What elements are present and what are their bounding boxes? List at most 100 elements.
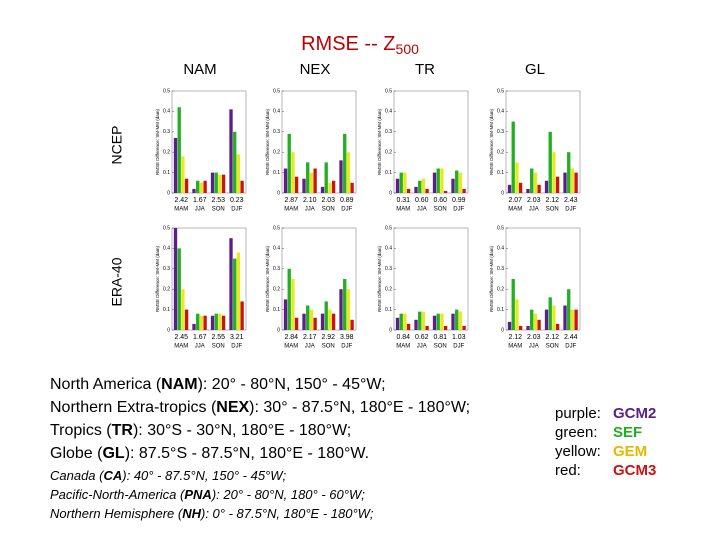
legend-item: purple: GCM2 (555, 405, 656, 422)
x-tick-label: JJA (305, 344, 315, 350)
bar (324, 301, 328, 330)
bar (283, 168, 288, 193)
bar (395, 178, 400, 193)
base-label: 2.84 (284, 334, 298, 341)
x-tick-label: JJA (417, 344, 427, 350)
bar (291, 279, 295, 330)
bar (511, 121, 515, 193)
bar (421, 311, 426, 330)
bar (462, 325, 466, 330)
bar (451, 313, 455, 330)
bar (406, 323, 411, 330)
column-label: NEX (300, 61, 331, 78)
text-part: TR (111, 422, 133, 439)
bar (425, 188, 429, 193)
base-label: 2.43 (564, 197, 578, 204)
bar (236, 252, 241, 330)
bar (214, 172, 218, 193)
y-tick-label: 0.5 (497, 225, 504, 231)
y-tick-label: 0.4 (163, 246, 170, 252)
bar (229, 109, 233, 193)
x-tick-label: MAM (396, 344, 410, 350)
base-label: 0.81 (433, 334, 447, 341)
bar (283, 299, 288, 330)
y-tick-label: 0.2 (273, 150, 280, 156)
text-part: ): 0° - 87.5°N, 180°E - 180°W; (201, 506, 374, 521)
y-tick-label: 0.2 (273, 287, 280, 293)
bar (350, 319, 354, 330)
x-tick-label: DJF (565, 207, 576, 213)
x-tick-label: DJF (341, 344, 352, 350)
text-part: Tropics ( (50, 422, 112, 439)
plot-frame (505, 90, 581, 194)
bar (203, 315, 207, 330)
text-part: ): 30° - 87.5°N, 180°E - 180°W; (249, 399, 471, 416)
bar (548, 297, 552, 330)
base-label: 2.03 (527, 197, 541, 204)
plot-frame (281, 227, 357, 331)
bar (210, 172, 215, 193)
x-tick-label: JJA (529, 344, 539, 350)
x-tick-label: DJF (565, 344, 576, 350)
title-subscript: 500 (396, 41, 420, 57)
bar (313, 317, 317, 330)
y-tick-label: 0 (389, 190, 392, 196)
bar (507, 184, 512, 193)
x-tick-label: DJF (453, 344, 464, 350)
text-line: Northern Extra-tropics (NEX): 30° - 87.5… (50, 399, 470, 417)
x-tick-label: SON (322, 207, 335, 213)
y-axis-label: RMSE Difference: SM-MM (dam) (377, 246, 382, 312)
legend-color-word: yellow: (555, 443, 601, 460)
bar (443, 325, 448, 330)
text-part: NH (182, 506, 201, 521)
bar (440, 313, 444, 330)
legend-item: green: SEF (555, 424, 642, 441)
bar (196, 313, 200, 330)
bar (306, 162, 310, 193)
text-part: Globe ( (50, 445, 103, 462)
text-part: CA (103, 468, 123, 483)
text-part: Northern Hemisphere ( (50, 506, 183, 521)
bar (515, 162, 519, 193)
base-label: 2.03 (321, 197, 335, 204)
y-tick-label: 0.1 (273, 307, 280, 313)
legend-name: GEM (613, 443, 648, 460)
text-part: ): 20° - 80°N, 180° - 60°W; (211, 487, 365, 502)
base-label: 2.17 (303, 334, 317, 341)
bar (518, 325, 523, 330)
row-label: NCEP (109, 126, 125, 165)
bar (507, 321, 512, 330)
bar (240, 301, 244, 330)
text-line: Tropics (TR): 30°S - 30°N, 180°E - 180°W… (50, 422, 351, 440)
plot-frame (393, 90, 469, 194)
bar (346, 289, 351, 330)
y-tick-label: 0.4 (273, 109, 280, 115)
legend-color-word: green: (555, 424, 598, 441)
bar (432, 172, 437, 193)
y-tick-label: 0.3 (163, 129, 170, 135)
bar (526, 188, 530, 193)
bar (570, 168, 575, 193)
y-tick-label: 0.4 (385, 109, 392, 115)
bar (181, 289, 185, 330)
x-tick-label: SON (212, 344, 225, 350)
text-part: NAM (161, 376, 198, 393)
y-tick-label: 0.1 (163, 170, 170, 176)
bar (339, 160, 343, 193)
base-label: 0.31 (396, 197, 410, 204)
row-label: ERA-40 (109, 257, 125, 306)
legend-color-word: purple: (555, 405, 601, 422)
bar (574, 309, 578, 330)
small-chart: RMSE Difference: SM-MM (dam) 0 0.1 0.2 0.3 0.… (377, 88, 469, 213)
small-chart: RMSE Difference: SM-MM (dam) 0 0.1 0.2 0.3 0.… (155, 88, 247, 213)
text-part: ): 40° - 87.5°N, 150° - 45°W; (122, 468, 287, 483)
bar (406, 188, 411, 193)
bar (458, 311, 463, 330)
text-line: North America (NAM): 20° - 80°N, 150° - … (50, 376, 386, 394)
bar (199, 182, 204, 193)
column-label: TR (415, 61, 435, 78)
x-tick-label: SON (434, 207, 447, 213)
x-tick-label: DJF (453, 207, 464, 213)
bar (455, 170, 459, 193)
bar (414, 186, 418, 193)
